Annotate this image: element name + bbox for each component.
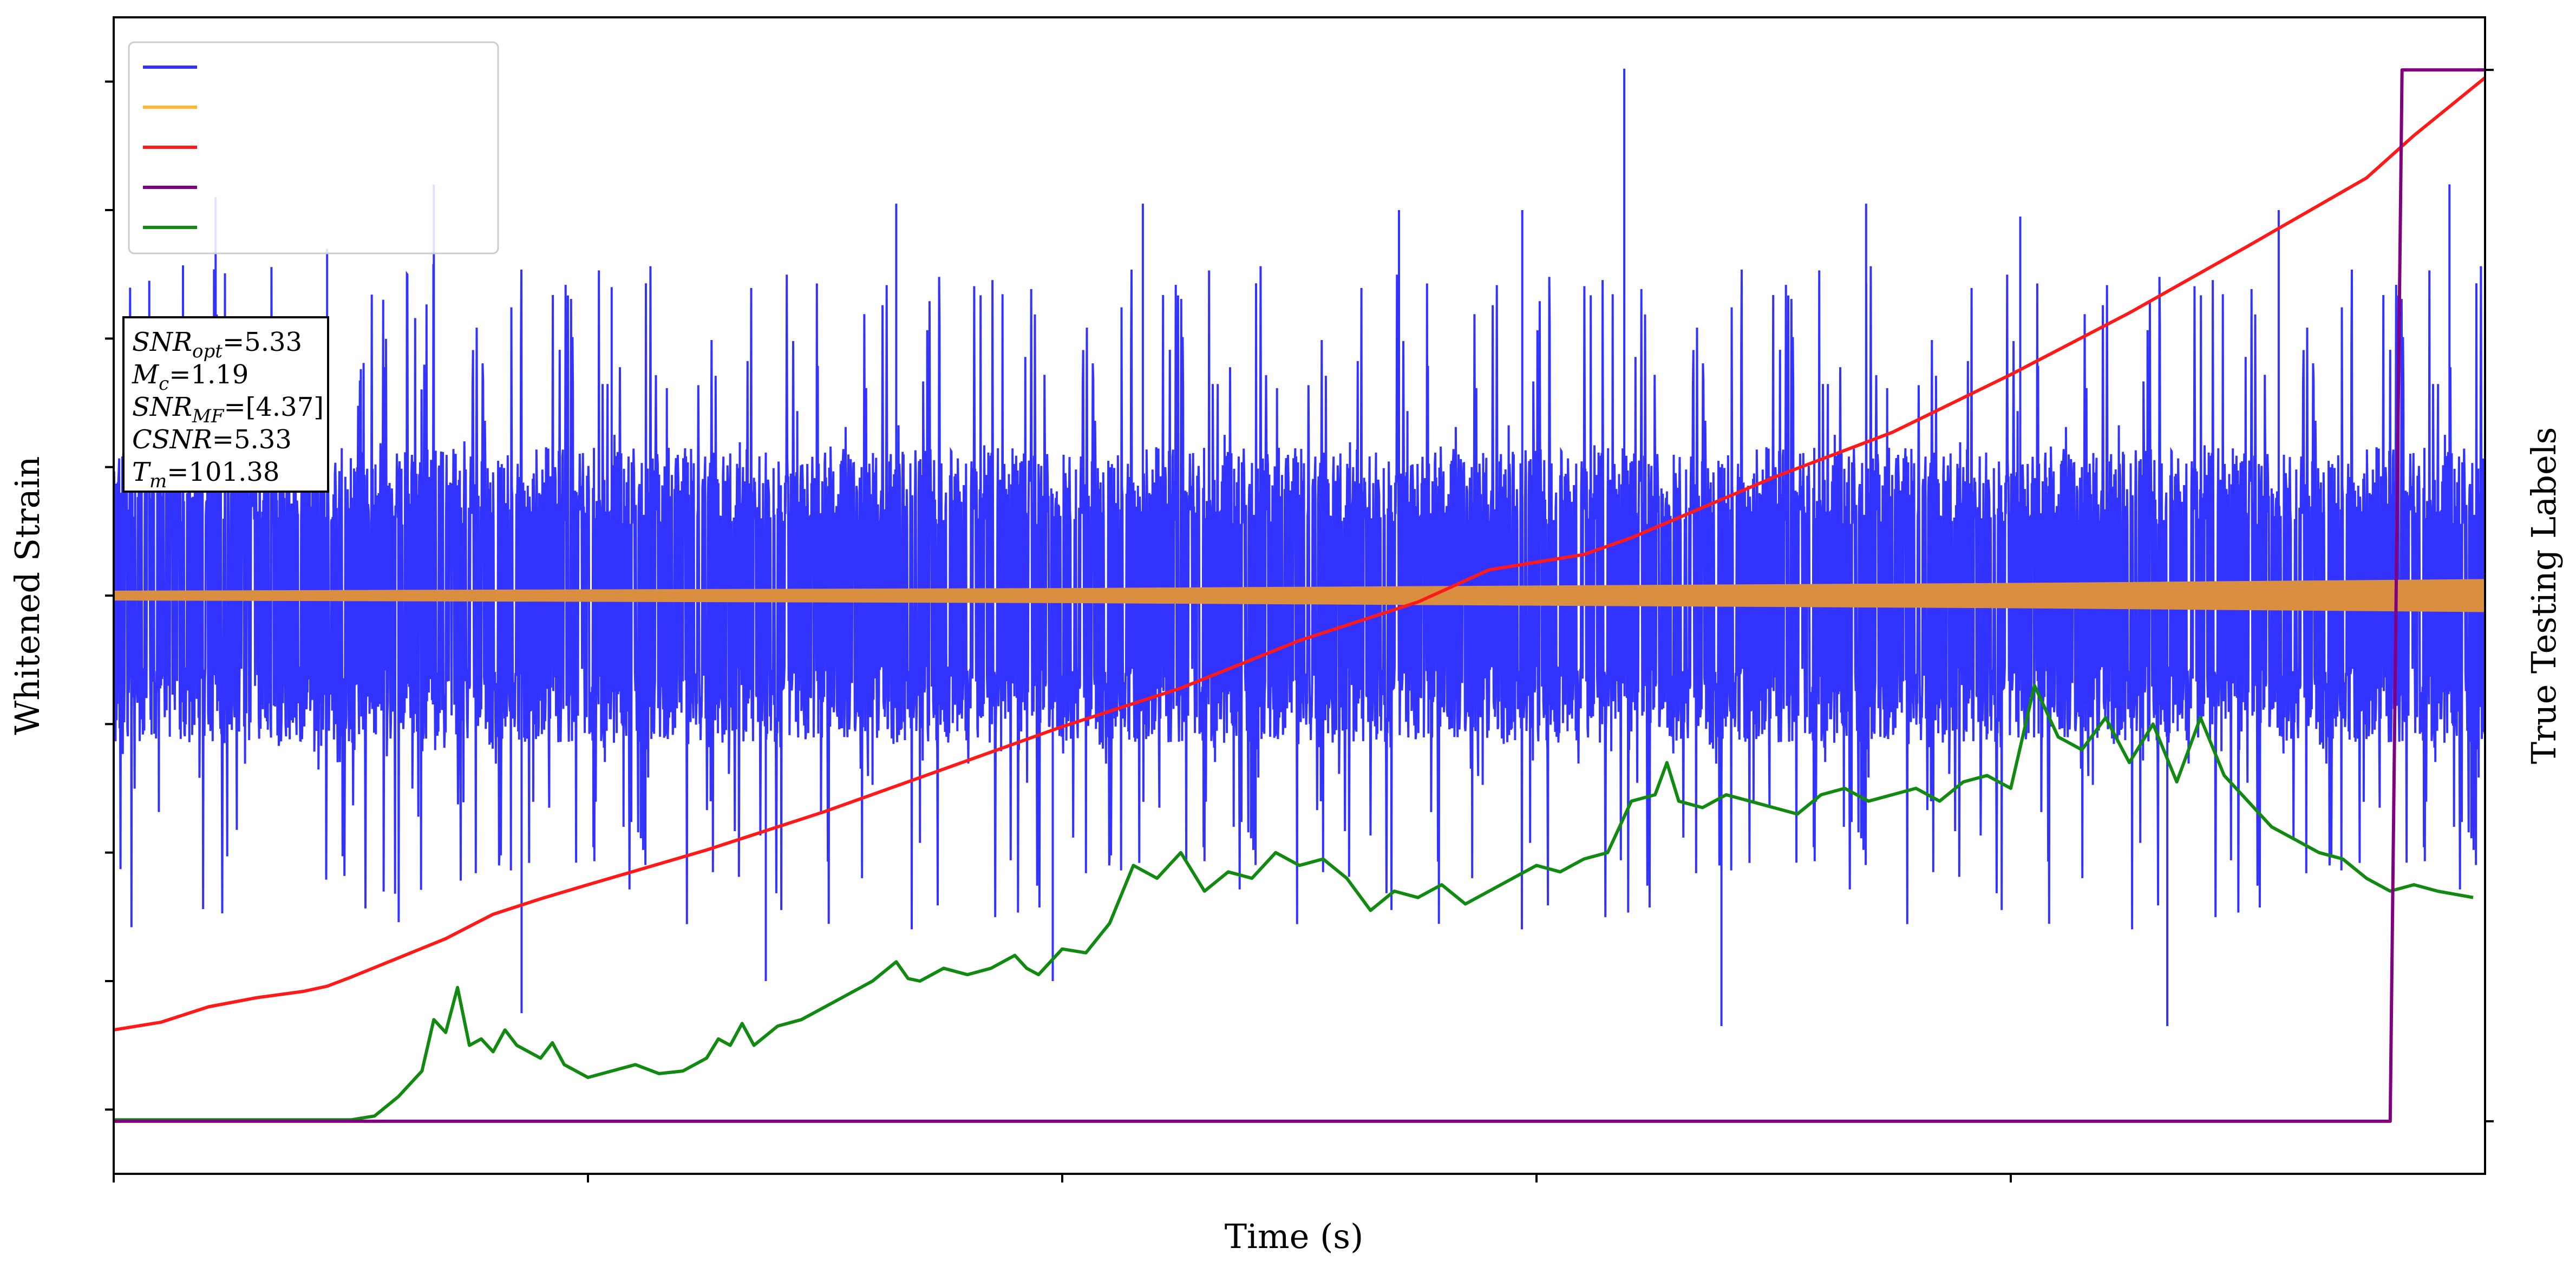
annotation-line: CSNR=5.33 — [132, 424, 292, 455]
annotation-line: SNRMF=[4.37] — [132, 392, 324, 427]
annotation-line: Mc=1.19 — [132, 360, 249, 395]
x-axis-label: Time (s) — [1225, 1217, 1364, 1256]
y-axis-label: Whitened Strain — [8, 456, 47, 735]
legend — [128, 41, 499, 254]
signal-only-band — [114, 579, 2485, 612]
annotation-variable: M — [132, 360, 160, 390]
series-signal-only — [114, 579, 2485, 612]
annotation-variable: SNR — [132, 327, 192, 357]
y2-axis-label: True Testing Labels — [2524, 427, 2564, 765]
lstm-output-line — [114, 684, 2474, 1122]
annotation-line: SNRopt=5.33 — [132, 327, 302, 362]
series-cumulative-snr — [114, 76, 2485, 1032]
annotation-variable: T — [132, 457, 151, 487]
annotation-frame — [122, 316, 329, 493]
x-axis — [113, 1174, 2012, 1182]
annotation-value: =5.33 — [212, 424, 292, 455]
legend-frame — [128, 41, 499, 254]
annotation-value: =1.19 — [169, 360, 249, 390]
annotation-subscript: opt — [192, 341, 223, 362]
plot-area — [114, 68, 2485, 1123]
annotation-subscript: c — [159, 373, 169, 395]
annotation-box: SNRopt=5.33Mc=1.19SNRMF=[4.37]CSNR=5.33T… — [122, 316, 329, 493]
cumulative-snr-line — [114, 76, 2485, 1032]
series-lstm-output — [114, 684, 2474, 1122]
annotation-subscript: MF — [192, 406, 225, 427]
annotation-value: =5.33 — [223, 327, 302, 357]
annotation-line: Tm=101.38 — [132, 457, 279, 492]
annotation-value: =[4.37] — [224, 392, 324, 422]
annotation-variable: CSNR — [132, 424, 212, 455]
series-true-testing-labels — [114, 68, 2485, 1123]
y-axis — [105, 80, 114, 1111]
true-testing-labels-line — [114, 68, 2485, 1123]
y2-axis — [2485, 69, 2494, 1122]
annotation-subscript: m — [149, 471, 167, 492]
annotation-variable: SNR — [132, 392, 192, 422]
annotation-value: =101.38 — [167, 457, 279, 487]
